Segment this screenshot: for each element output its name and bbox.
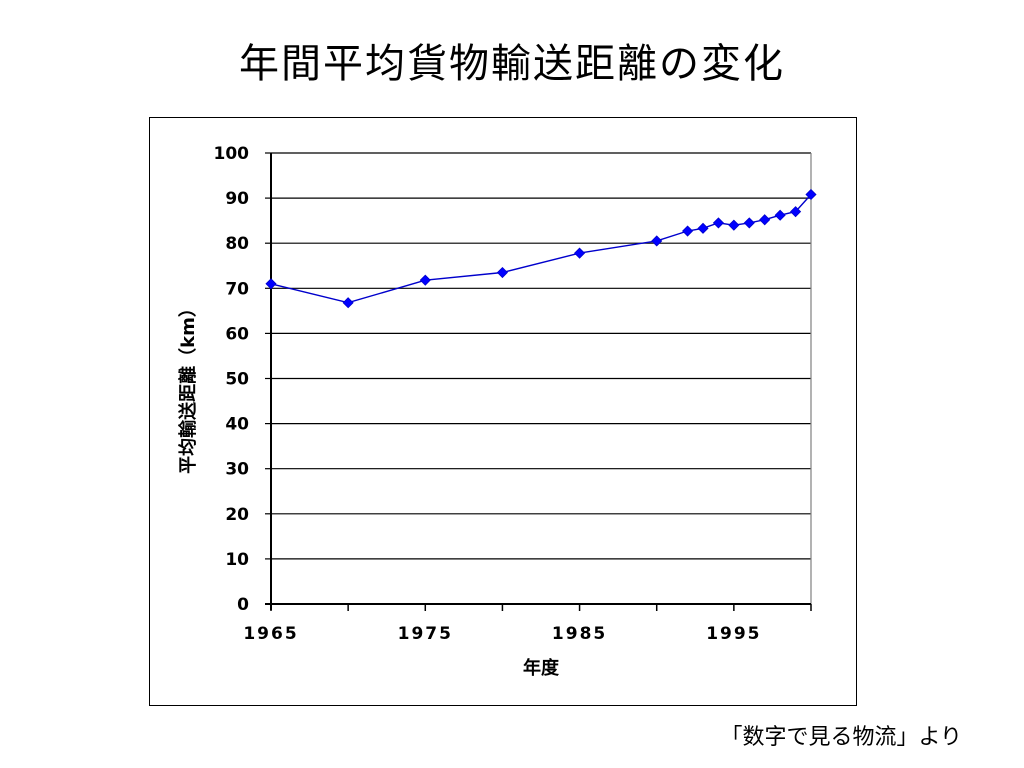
data-point <box>682 225 694 237</box>
x-tick-label: 1965 <box>243 624 298 644</box>
data-point <box>574 247 586 259</box>
y-tick-label: 20 <box>225 505 249 525</box>
x-tick-label: 1985 <box>552 624 607 644</box>
x-axis-title: 年度 <box>523 657 560 679</box>
data-point <box>728 219 740 231</box>
data-point <box>342 297 354 309</box>
gridlines <box>271 152 812 604</box>
data-point <box>712 217 724 229</box>
data-series <box>265 188 817 309</box>
data-point <box>790 206 802 218</box>
data-point <box>759 214 771 226</box>
x-tick-label: 1995 <box>706 624 761 644</box>
x-tick-labels: 1965 1975 1985 1995 <box>243 624 761 644</box>
data-point <box>419 274 431 286</box>
y-tick-label: 70 <box>225 279 249 299</box>
y-tick-label: 0 <box>237 595 249 615</box>
data-point <box>743 217 755 229</box>
data-point <box>265 278 277 290</box>
axes <box>265 152 812 611</box>
x-tick-label: 1975 <box>398 624 453 644</box>
y-tick-label: 40 <box>225 415 249 435</box>
y-tick-label: 90 <box>225 189 249 209</box>
y-tick-label: 50 <box>225 370 249 390</box>
y-tick-label: 60 <box>225 324 249 344</box>
data-point <box>651 235 663 247</box>
series-line <box>270 194 812 304</box>
data-point <box>774 209 786 221</box>
y-tick-labels: 0 10 20 30 40 50 60 70 80 90 100 <box>214 144 250 615</box>
y-tick-label: 100 <box>214 144 250 164</box>
slide-title: 年間平均貨物輸送距離の変化 <box>239 41 785 87</box>
y-tick-label: 10 <box>225 550 249 570</box>
data-point <box>805 188 817 201</box>
y-axis-title: 平均輸送距離（km） <box>177 299 199 474</box>
chart-frame: 0 10 20 30 40 50 60 70 80 90 100 1965 1975 1985 1995 … <box>149 117 857 706</box>
source-note: 「数字で見る物流」より <box>720 725 962 750</box>
y-tick-label: 30 <box>225 460 249 480</box>
data-point <box>496 266 508 279</box>
y-tick-label: 80 <box>225 234 249 254</box>
data-point <box>697 222 709 234</box>
